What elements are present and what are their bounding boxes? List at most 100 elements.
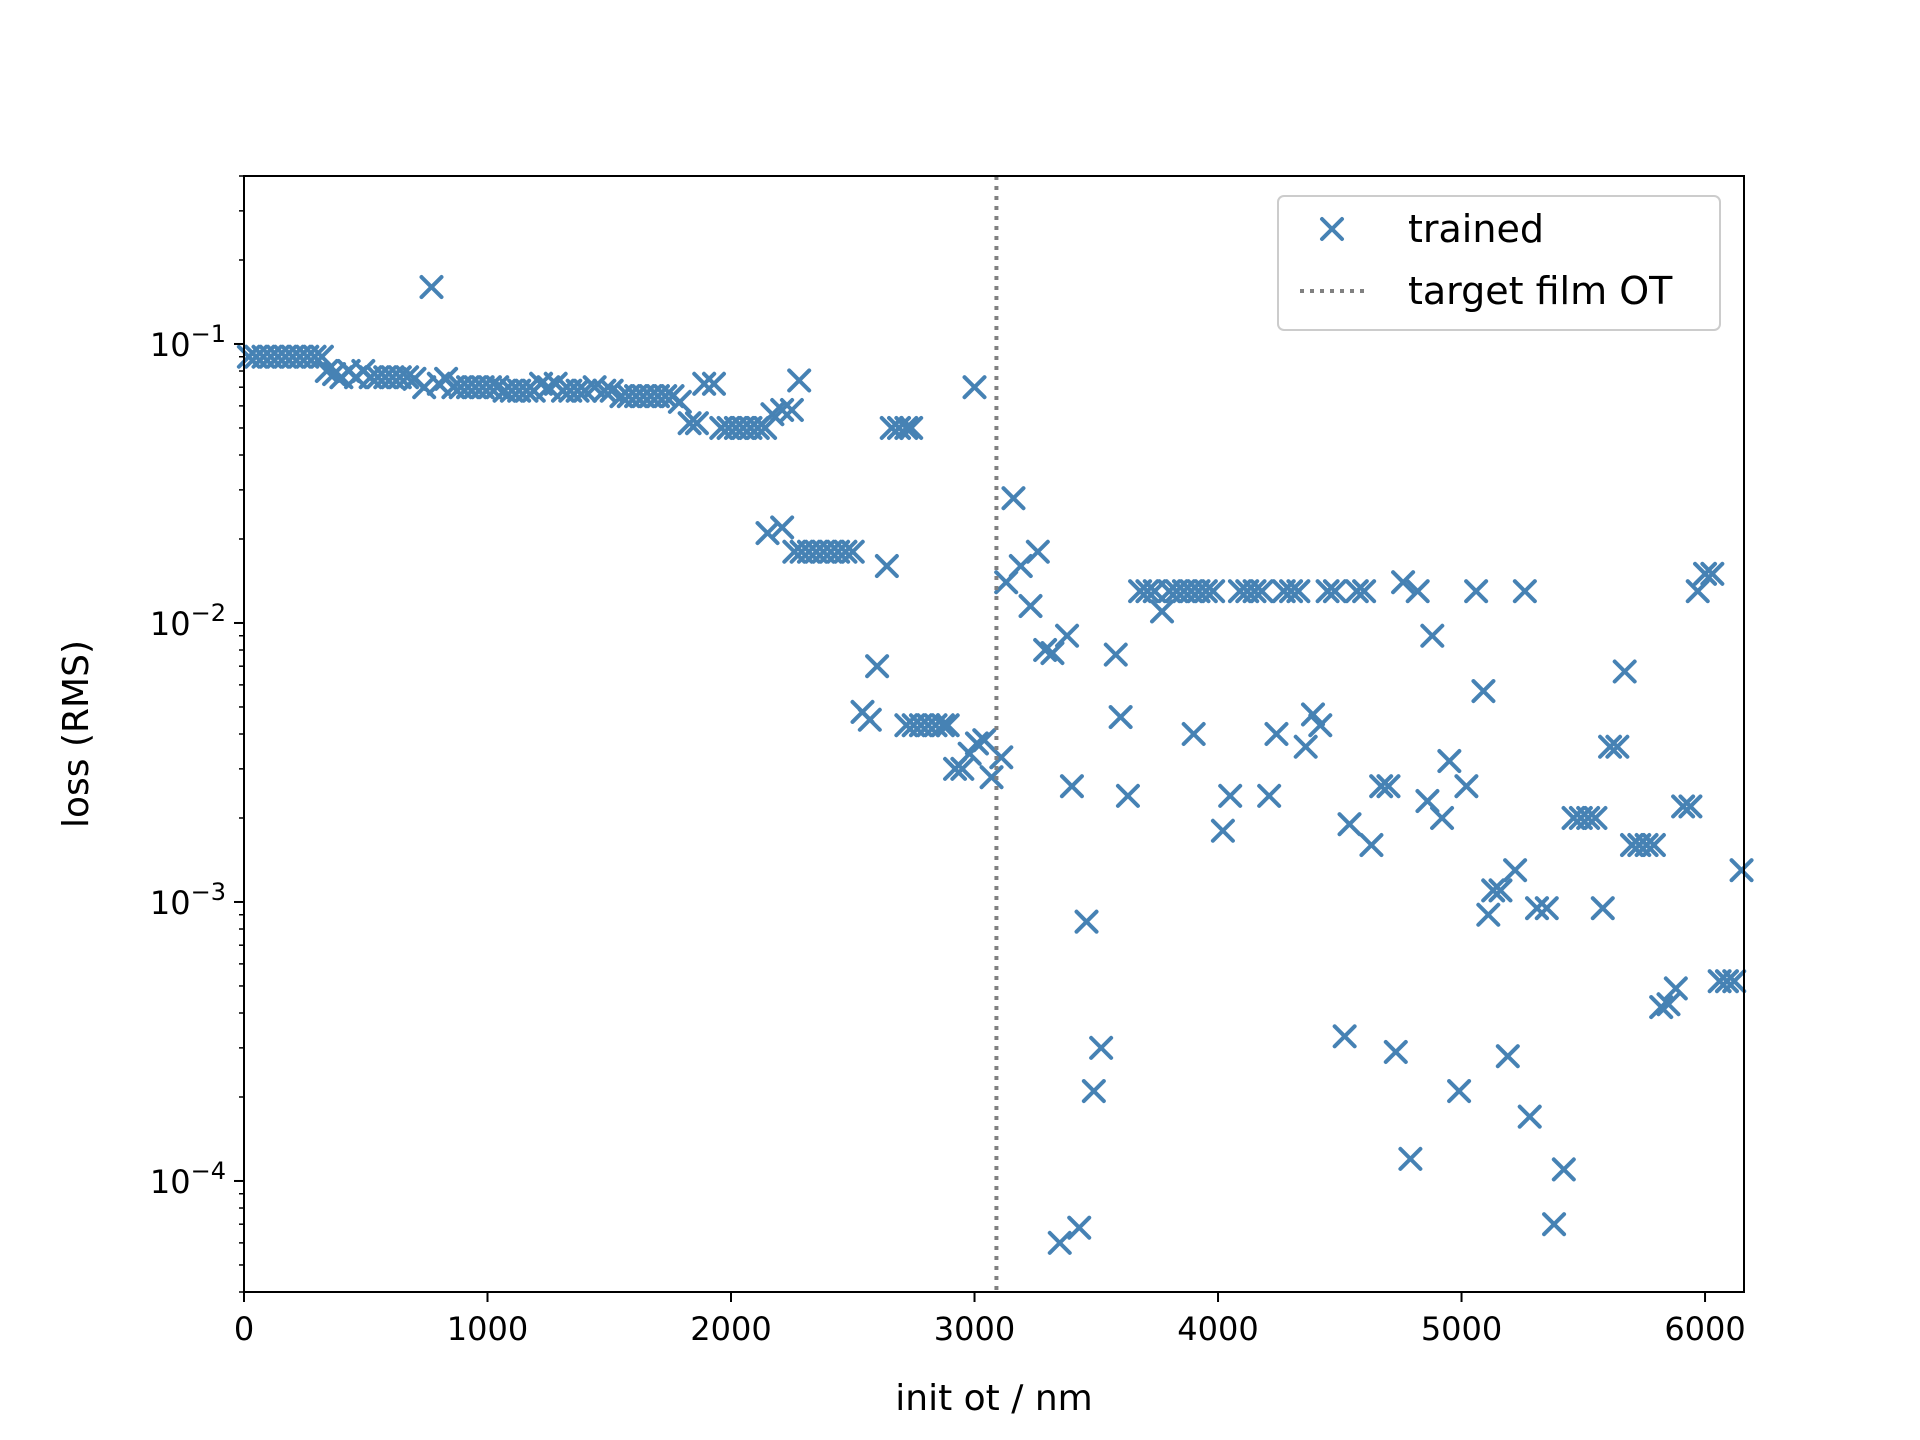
data-point-0-38	[514, 378, 539, 403]
data-point-0-98	[930, 713, 955, 738]
data-point-0-154	[1337, 812, 1362, 837]
data-point-0-112	[1025, 539, 1050, 564]
legend-box	[1277, 195, 1721, 331]
data-point-0-87	[865, 654, 890, 679]
data-point-0-116	[1055, 623, 1080, 648]
data-point-0-72	[779, 397, 804, 422]
data-point-0-146	[1279, 579, 1304, 604]
data-point-0-75	[770, 515, 795, 540]
data-point-0-179	[1525, 896, 1550, 921]
data-point-0-91	[894, 415, 919, 440]
data-point-0-174	[1488, 878, 1513, 903]
data-point-0-193	[1634, 833, 1659, 858]
data-point-0-172	[1476, 902, 1501, 927]
data-point-0-60	[684, 411, 709, 436]
data-point-0-10	[309, 344, 334, 369]
data-point-0-92	[899, 415, 924, 440]
data-point-0-206	[1729, 858, 1754, 883]
data-point-0-134	[1193, 579, 1218, 604]
data-point-0-195	[1649, 995, 1674, 1020]
data-point-0-109	[1001, 486, 1026, 511]
legend-label-trained: trained	[1408, 207, 1544, 251]
data-point-0-105	[979, 765, 1004, 790]
data-point-0-101	[950, 756, 975, 781]
data-point-0-73	[787, 368, 812, 393]
plot-background	[244, 176, 1744, 1292]
data-point-0-121	[1089, 1035, 1114, 1060]
x-axis: 0 1000 2000 3000 4000 5000 6000	[234, 1292, 1746, 1348]
data-point-0-99	[935, 713, 960, 738]
data-point-0-107	[962, 375, 987, 400]
data-point-0-202	[1700, 561, 1725, 586]
data-point-0-188	[1598, 734, 1623, 759]
data-point-0-120	[1081, 1079, 1106, 1104]
data-point-0-48	[592, 378, 617, 403]
data-point-0-175	[1495, 1044, 1520, 1069]
data-point-0-113	[1033, 638, 1058, 663]
data-point-0-135	[1201, 579, 1226, 604]
data-point-0-22	[395, 365, 420, 390]
data-point-0-144	[1264, 722, 1289, 746]
data-point-0-166	[1430, 805, 1455, 830]
y-tick-label-3: 10−4	[150, 1157, 226, 1201]
data-point-0-170	[1464, 579, 1489, 604]
data-point-0-156	[1352, 579, 1377, 604]
data-point-0-198	[1671, 794, 1696, 819]
data-point-0-158	[1369, 774, 1394, 799]
data-point-0-86	[857, 707, 882, 732]
data-point-0-25	[419, 275, 444, 300]
data-point-0-153	[1332, 1024, 1357, 1049]
data-point-0-194	[1641, 833, 1666, 858]
data-point-0-128	[1150, 599, 1175, 624]
data-point-0-58	[667, 389, 692, 414]
data-point-0-160	[1383, 1039, 1408, 1064]
legend: trained target film OT	[1277, 195, 1721, 331]
data-point-0-185	[1576, 805, 1601, 830]
data-point-0-155	[1344, 579, 1369, 604]
data-point-0-199	[1678, 794, 1703, 819]
y-tick-label-0: 10−1	[150, 320, 226, 364]
y-tick-label-2: 10−3	[150, 878, 226, 922]
x-tick-label-6: 6000	[1664, 1310, 1745, 1348]
data-point-0-147	[1286, 579, 1311, 604]
data-point-0-187	[1590, 896, 1615, 921]
data-point-0-167	[1437, 749, 1462, 774]
data-point-0-106	[989, 745, 1014, 770]
data-point-0-88	[874, 554, 899, 579]
x-tick-label-5: 5000	[1421, 1310, 1502, 1348]
data-point-0-176	[1503, 858, 1528, 883]
data-point-0-178	[1517, 1104, 1542, 1129]
data-point-0-177	[1512, 579, 1537, 604]
x-tick-label-1: 1000	[447, 1310, 528, 1348]
data-point-0-126	[1135, 579, 1160, 604]
data-point-0-111	[1018, 594, 1043, 619]
data-point-0-136	[1181, 722, 1206, 746]
data-point-0-196	[1656, 992, 1681, 1017]
data-point-0-186	[1583, 805, 1608, 830]
data-point-0-143	[1257, 783, 1282, 808]
x-tick-label-4: 4000	[1177, 1310, 1258, 1348]
data-point-0-163	[1405, 579, 1430, 604]
data-point-0-149	[1300, 702, 1325, 727]
data-point-0-171	[1471, 679, 1496, 704]
y-axis: 10−1 10−2 10−3 10−4	[150, 175, 244, 1293]
data-point-0-197	[1663, 976, 1688, 1001]
data-point-0-11	[314, 359, 339, 384]
y-tick-label-1: 10−2	[150, 599, 226, 643]
data-point-0-161	[1391, 570, 1416, 595]
data-points	[236, 275, 1754, 1255]
legend-label-target-film-ot: target film OT	[1408, 269, 1673, 313]
data-point-0-83	[833, 539, 858, 564]
x-tick-label-2: 2000	[690, 1310, 771, 1348]
data-point-0-148	[1293, 734, 1318, 759]
data-point-0-201	[1693, 561, 1718, 586]
data-point-0-165	[1420, 623, 1445, 648]
y-axis-label: loss (RMS)	[56, 640, 97, 828]
data-point-0-62	[701, 371, 726, 396]
data-point-0-141	[1242, 579, 1267, 604]
data-point-0-181	[1542, 1212, 1567, 1237]
x-axis-label: init ot / nm	[895, 1378, 1092, 1419]
data-point-0-84	[840, 539, 865, 564]
data-point-0-118	[1067, 1215, 1092, 1240]
